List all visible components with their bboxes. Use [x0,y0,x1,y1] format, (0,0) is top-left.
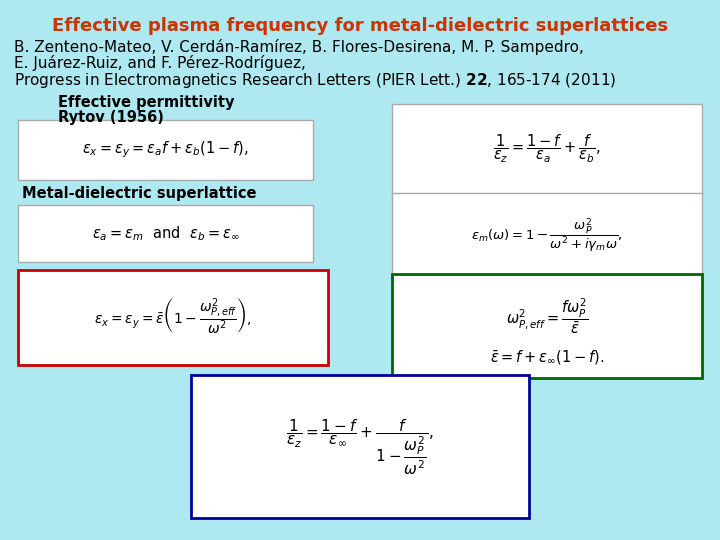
Text: $\varepsilon_x = \varepsilon_y = \varepsilon_a f + \varepsilon_b(1-f),$: $\varepsilon_x = \varepsilon_y = \vareps… [82,140,249,160]
Text: $\bar{\varepsilon} = f + \varepsilon_\infty(1-f).$: $\bar{\varepsilon} = f + \varepsilon_\in… [490,348,605,367]
Text: $\varepsilon_x = \varepsilon_y = \bar{\varepsilon}\left(1 - \dfrac{\omega_{P,eff: $\varepsilon_x = \varepsilon_y = \bar{\v… [94,296,252,338]
Text: E. Juárez-Ruiz, and F. Pérez-Rodríguez,: E. Juárez-Ruiz, and F. Pérez-Rodríguez, [14,55,306,71]
FancyBboxPatch shape [18,270,328,364]
Text: $\varepsilon_m(\omega) = 1 - \dfrac{\omega_P^2}{\omega^2 + i\gamma_m\omega},$: $\varepsilon_m(\omega) = 1 - \dfrac{\ome… [472,216,623,255]
Text: $\dfrac{1}{\varepsilon_z} = \dfrac{1-f}{\varepsilon_a} + \dfrac{f}{\varepsilon_b: $\dfrac{1}{\varepsilon_z} = \dfrac{1-f}{… [493,133,601,165]
Text: B. Zenteno-Mateo, V. Cerdán-Ramírez, B. Flores-Desirena, M. P. Sampedro,: B. Zenteno-Mateo, V. Cerdán-Ramírez, B. … [14,39,584,55]
FancyBboxPatch shape [392,104,702,194]
Text: $\varepsilon_a = \varepsilon_m\ \ \mathrm{and}\ \ \varepsilon_b = \varepsilon_\i: $\varepsilon_a = \varepsilon_m\ \ \mathr… [91,224,240,242]
Text: $\omega_{P,eff}^2 = \dfrac{f\omega_P^2}{\bar{\varepsilon}}$: $\omega_{P,eff}^2 = \dfrac{f\omega_P^2}{… [506,296,588,336]
FancyBboxPatch shape [18,205,313,262]
Text: Metal-dielectric superlattice: Metal-dielectric superlattice [22,186,256,201]
Text: Progress in Electromagnetics Research Letters (PIER Lett.) $\mathbf{22}$, 165-17: Progress in Electromagnetics Research Le… [14,71,617,90]
FancyBboxPatch shape [392,274,702,378]
FancyBboxPatch shape [392,193,702,278]
Text: Effective permittivity: Effective permittivity [58,94,234,110]
FancyBboxPatch shape [18,120,313,180]
Text: Rytov (1956): Rytov (1956) [58,110,163,125]
Text: $\dfrac{1}{\varepsilon_z} = \dfrac{1-f}{\varepsilon_\infty} + \dfrac{f}{1 - \dfr: $\dfrac{1}{\varepsilon_z} = \dfrac{1-f}{… [286,417,434,477]
Text: Effective plasma frequency for metal-dielectric superlattices: Effective plasma frequency for metal-die… [52,17,668,35]
FancyBboxPatch shape [191,375,529,518]
